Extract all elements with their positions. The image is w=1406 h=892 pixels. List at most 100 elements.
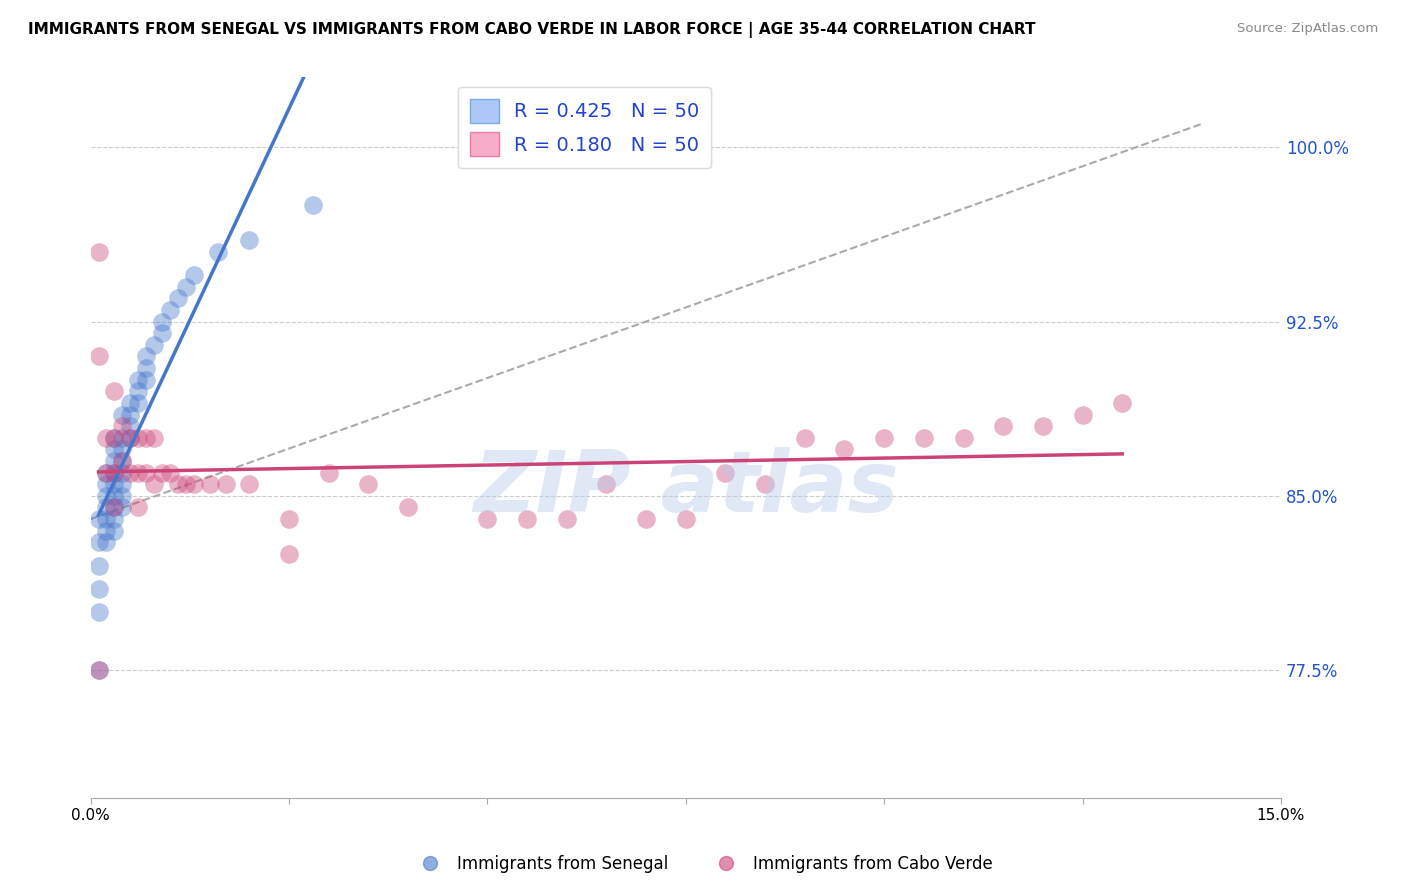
Point <box>87 663 110 677</box>
Point <box>318 466 340 480</box>
Point <box>873 431 896 445</box>
Point <box>96 535 118 549</box>
Point <box>952 431 974 445</box>
Point <box>120 466 142 480</box>
Point <box>143 338 166 352</box>
Point <box>96 431 118 445</box>
Point <box>912 431 935 445</box>
Point <box>238 233 260 247</box>
Point <box>103 512 125 526</box>
Point <box>96 477 118 491</box>
Point <box>103 442 125 457</box>
Point <box>87 605 110 619</box>
Point <box>120 396 142 410</box>
Point <box>87 244 110 259</box>
Point <box>96 500 118 515</box>
Point <box>159 466 181 480</box>
Point <box>87 350 110 364</box>
Point <box>396 500 419 515</box>
Legend: R = 0.425   N = 50, R = 0.180   N = 50: R = 0.425 N = 50, R = 0.180 N = 50 <box>458 87 711 168</box>
Point <box>636 512 658 526</box>
Point <box>96 466 118 480</box>
Point <box>111 489 134 503</box>
Point <box>135 361 157 376</box>
Point <box>127 384 149 399</box>
Point <box>993 419 1015 434</box>
Point <box>127 500 149 515</box>
Point <box>174 279 197 293</box>
Point <box>135 373 157 387</box>
Point <box>301 198 323 212</box>
Point <box>754 477 776 491</box>
Point <box>120 408 142 422</box>
Point <box>675 512 697 526</box>
Point <box>127 373 149 387</box>
Point <box>150 314 173 328</box>
Point <box>103 431 125 445</box>
Point <box>143 477 166 491</box>
Point <box>87 512 110 526</box>
Point <box>103 466 125 480</box>
Point <box>477 512 499 526</box>
Point <box>135 466 157 480</box>
Point <box>120 431 142 445</box>
Point <box>174 477 197 491</box>
Point <box>120 419 142 434</box>
Point <box>159 302 181 317</box>
Point <box>214 477 236 491</box>
Point <box>238 477 260 491</box>
Point <box>207 244 229 259</box>
Point <box>111 477 134 491</box>
Point <box>87 558 110 573</box>
Point <box>103 477 125 491</box>
Legend: Immigrants from Senegal, Immigrants from Cabo Verde: Immigrants from Senegal, Immigrants from… <box>406 848 1000 880</box>
Point <box>103 454 125 468</box>
Point <box>1111 396 1133 410</box>
Point <box>120 431 142 445</box>
Point <box>111 431 134 445</box>
Point <box>103 431 125 445</box>
Point <box>555 512 578 526</box>
Point <box>150 326 173 340</box>
Point <box>127 396 149 410</box>
Text: IMMIGRANTS FROM SENEGAL VS IMMIGRANTS FROM CABO VERDE IN LABOR FORCE | AGE 35-44: IMMIGRANTS FROM SENEGAL VS IMMIGRANTS FR… <box>28 22 1036 38</box>
Point <box>103 500 125 515</box>
Point <box>111 454 134 468</box>
Point <box>278 512 301 526</box>
Point <box>150 466 173 480</box>
Text: ZIP atlas: ZIP atlas <box>472 447 898 530</box>
Point <box>198 477 221 491</box>
Point <box>143 431 166 445</box>
Point <box>96 489 118 503</box>
Point <box>103 500 125 515</box>
Point <box>834 442 856 457</box>
Point <box>111 454 134 468</box>
Text: Source: ZipAtlas.com: Source: ZipAtlas.com <box>1237 22 1378 36</box>
Point <box>135 350 157 364</box>
Point <box>1032 419 1054 434</box>
Point <box>278 547 301 561</box>
Point <box>183 268 205 282</box>
Point <box>103 466 125 480</box>
Point <box>96 524 118 538</box>
Point <box>111 500 134 515</box>
Point <box>183 477 205 491</box>
Point <box>111 419 134 434</box>
Point <box>103 489 125 503</box>
Point <box>1071 408 1094 422</box>
Point <box>103 524 125 538</box>
Point <box>111 442 134 457</box>
Point <box>167 291 190 305</box>
Point <box>357 477 380 491</box>
Point <box>714 466 737 480</box>
Point <box>167 477 190 491</box>
Point <box>135 431 157 445</box>
Point <box>595 477 617 491</box>
Point <box>87 663 110 677</box>
Point <box>127 431 149 445</box>
Point <box>516 512 538 526</box>
Point <box>96 466 118 480</box>
Point <box>96 512 118 526</box>
Point <box>87 582 110 596</box>
Point <box>127 466 149 480</box>
